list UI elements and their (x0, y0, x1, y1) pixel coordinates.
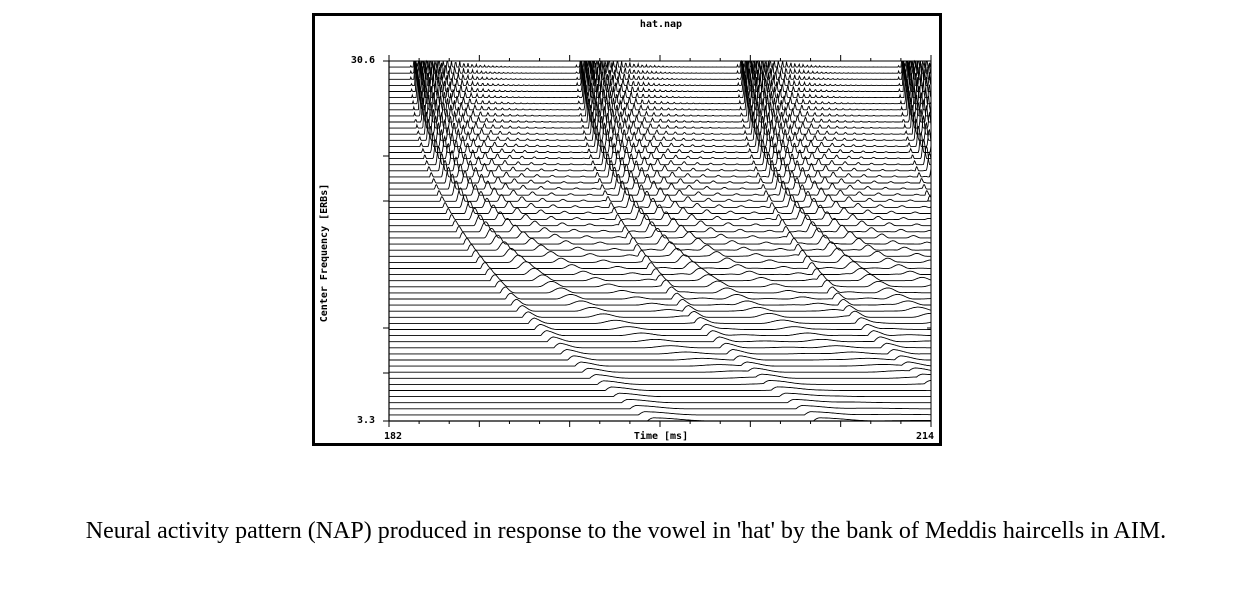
channel-trace-26 (389, 261, 931, 269)
channel-trace-15 (389, 330, 931, 337)
channel-trace-38 (389, 180, 931, 196)
channel-trace-23 (389, 279, 932, 288)
channel-trace-4 (389, 398, 931, 404)
channel-trace-24 (389, 273, 932, 282)
channel-trace-51 (389, 90, 932, 117)
channel-trace-35 (389, 200, 931, 214)
channel-trace-22 (389, 286, 931, 294)
channel-trace-11 (389, 355, 931, 361)
channel-trace-53 (389, 76, 932, 105)
y-tick-bottom-label: 3.3 (357, 415, 375, 426)
channel-trace-39 (389, 173, 931, 190)
y-tick-top-label: 30.6 (351, 55, 375, 66)
chart-title: hat.nap (640, 19, 682, 30)
figure-frame: hat.nap 30.6 3.3 182 214 Time [ms] Cente… (312, 13, 942, 446)
channel-trace-58 (389, 60, 931, 74)
channel-trace-46 (389, 124, 932, 147)
channel-trace-5 (389, 392, 931, 398)
channel-trace-44 (389, 138, 931, 160)
channel-trace-1 (389, 417, 931, 422)
channel-trace-14 (389, 336, 931, 343)
channel-trace-27 (389, 254, 931, 263)
channel-trace-42 (389, 152, 932, 172)
channel-trace-10 (389, 361, 931, 367)
channel-trace-33 (389, 214, 931, 227)
channel-trace-8 (389, 373, 932, 379)
channel-trace-55 (389, 63, 932, 92)
channel-trace-41 (389, 159, 932, 178)
channel-trace-21 (389, 292, 931, 300)
channel-trace-57 (389, 60, 932, 80)
channel-trace-40 (389, 166, 931, 184)
channel-trace-17 (389, 317, 932, 324)
channel-trace-20 (389, 298, 931, 306)
channel-trace-49 (389, 104, 932, 129)
channel-trace-30 (389, 234, 932, 245)
channel-trace-2 (389, 411, 931, 416)
x-tick-right-label: 214 (916, 431, 934, 442)
x-axis-label: Time [ms] (634, 430, 688, 442)
channel-trace-47 (389, 118, 931, 141)
channel-trace-13 (389, 342, 932, 349)
channel-trace-29 (389, 241, 932, 251)
channel-trace-34 (389, 207, 932, 221)
y-axis-label: Center Frequency [ERBs] (319, 184, 330, 322)
channel-trace-3 (389, 405, 931, 410)
channel-trace-50 (389, 97, 931, 123)
channel-trace-12 (389, 349, 931, 355)
channel-trace-18 (389, 310, 931, 318)
channel-trace-19 (389, 305, 932, 312)
channel-trace-31 (389, 227, 931, 239)
channel-trace-28 (389, 247, 931, 257)
channel-trace-6 (389, 386, 931, 391)
channel-trace-54 (389, 69, 932, 99)
channel-trace-16 (389, 323, 931, 330)
channel-trace-25 (389, 267, 931, 276)
nap-plot: hat.nap 30.6 3.3 182 214 Time [ms] Cente… (319, 19, 934, 442)
channel-trace-45 (389, 130, 932, 153)
channel-traces (389, 59, 932, 422)
channel-trace-36 (389, 194, 932, 208)
figure-caption: Neural activity pattern (NAP) produced i… (85, 518, 1167, 544)
channel-trace-56 (389, 60, 932, 86)
channel-trace-9 (389, 367, 932, 373)
x-tick-left-label: 182 (384, 431, 402, 442)
channel-trace-48 (389, 111, 932, 135)
channel-trace-59 (389, 59, 932, 68)
channel-trace-52 (389, 83, 931, 111)
channel-trace-7 (389, 380, 931, 385)
